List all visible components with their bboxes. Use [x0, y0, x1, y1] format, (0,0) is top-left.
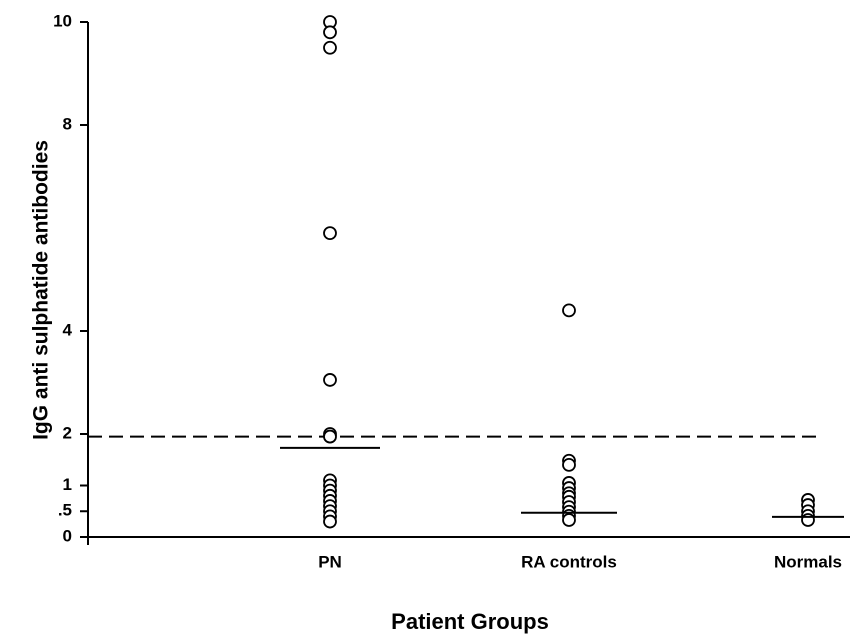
data-point — [323, 373, 337, 387]
data-point — [562, 303, 576, 318]
data-point — [323, 226, 337, 241]
y-axis-label: IgG anti sulphatide antibodies — [30, 140, 53, 440]
y-tick-label: 8 — [63, 114, 72, 133]
x-tick-label: RA controls — [521, 552, 617, 571]
y-tick-label: .5 — [58, 501, 72, 520]
y-tick-label: 2 — [63, 423, 72, 442]
data-point — [562, 457, 576, 472]
y-tick-label: 4 — [63, 320, 73, 339]
data-point — [323, 40, 337, 55]
x-tick-label: PN — [318, 552, 342, 571]
data-point — [801, 513, 815, 527]
data-point — [562, 513, 576, 527]
data-point — [323, 25, 337, 40]
y-tick-label: 1 — [63, 475, 72, 494]
data-point — [323, 514, 337, 529]
y-tick-label: 10 — [53, 11, 72, 30]
data-point — [323, 429, 337, 444]
x-tick-label: Normals — [774, 552, 842, 571]
y-tick-label: 0 — [63, 526, 72, 545]
x-axis-label: Patient Groups — [391, 609, 549, 634]
